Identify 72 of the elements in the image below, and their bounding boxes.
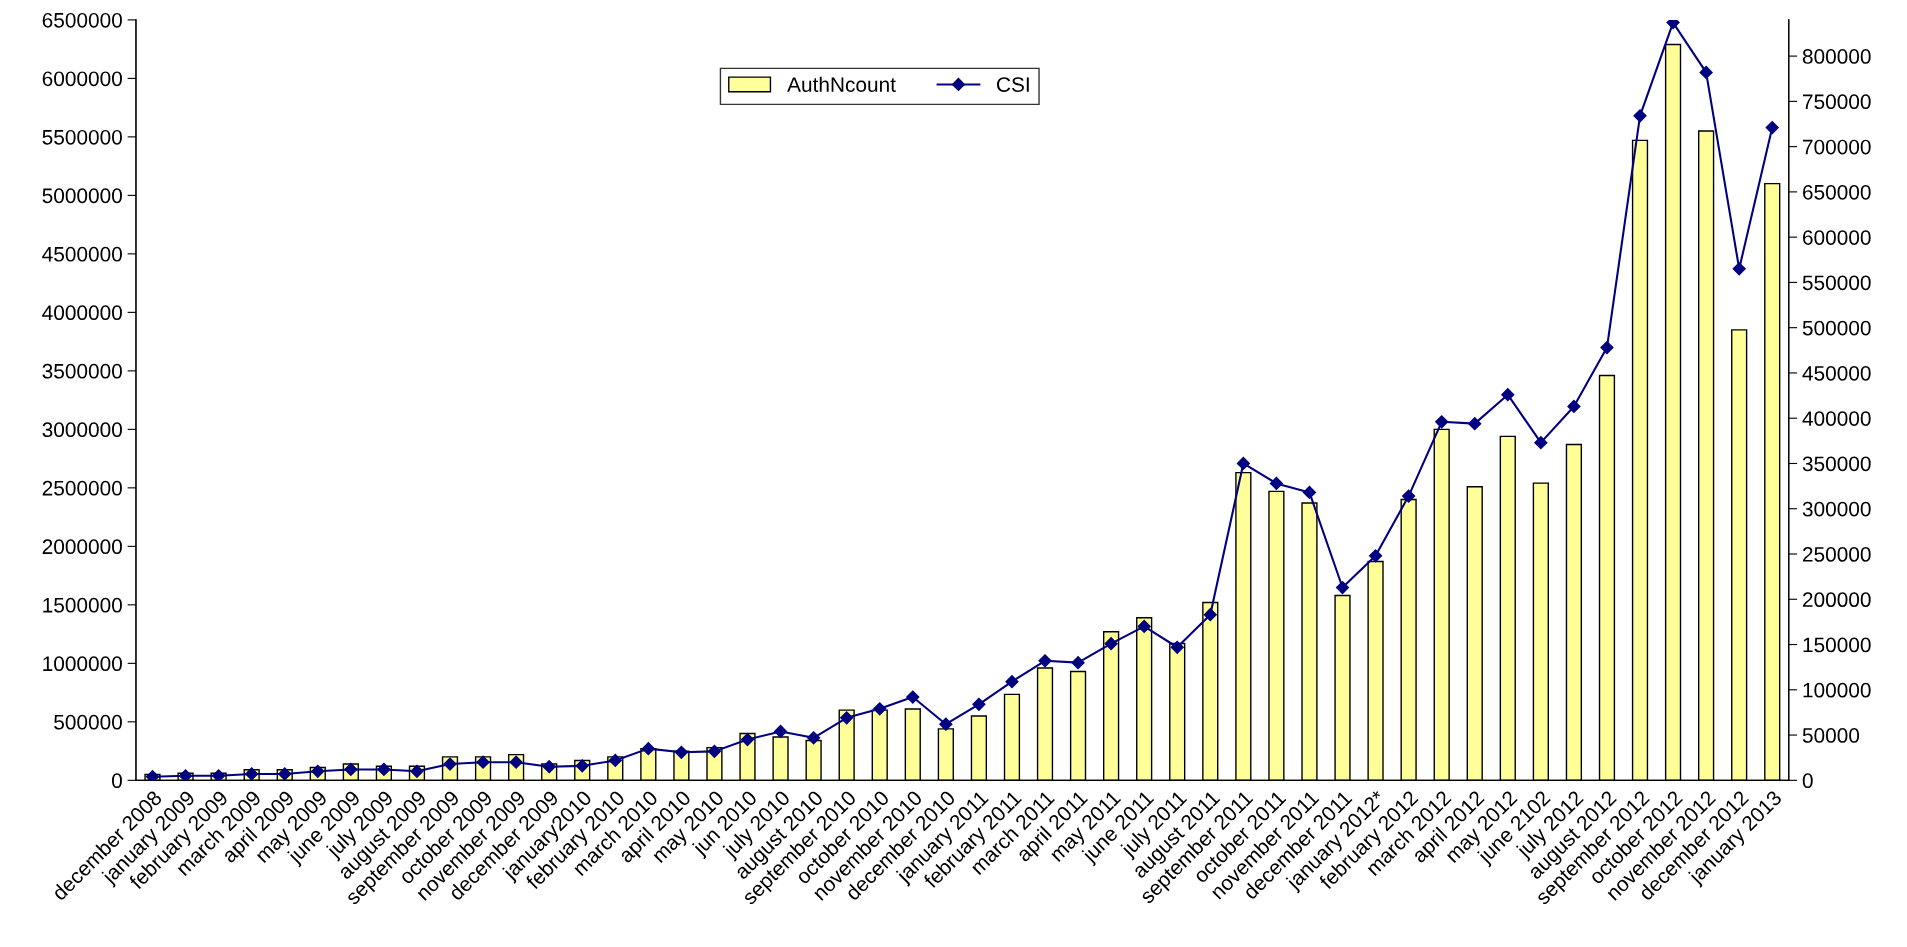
point	[807, 731, 821, 745]
point	[1501, 388, 1515, 402]
y-tick-label: 3000000	[42, 422, 122, 438]
point	[906, 690, 920, 704]
y-tick-label: 4000000	[42, 305, 122, 321]
point	[641, 742, 655, 756]
y-tick-label: 4500000	[42, 246, 122, 262]
y-tick-label: 6000000	[42, 71, 122, 87]
point	[1302, 485, 1317, 500]
point	[1236, 456, 1250, 471]
y-tick-label: 2500000	[42, 480, 122, 496]
y-tick-label: 3500000	[42, 363, 122, 379]
y-tick-label: 1500000	[43, 597, 122, 613]
point	[1071, 656, 1085, 670]
y-tick-label: 2000000	[42, 539, 122, 555]
y2-tick-label: 50000	[1802, 728, 1860, 743]
point	[1600, 341, 1614, 355]
y2-tick-label: 550000	[1802, 275, 1871, 291]
y-tick-label: 0	[112, 773, 122, 789]
point	[1633, 109, 1647, 123]
y-tick-label: 5500000	[42, 129, 122, 145]
point	[1765, 121, 1779, 135]
y2-tick-label: 450000	[1802, 365, 1871, 381]
y-tick-label: 500000	[54, 714, 122, 730]
y-tick-label: 6500000	[42, 12, 122, 28]
point	[1335, 580, 1350, 595]
point	[1435, 415, 1449, 429]
point	[1402, 489, 1416, 503]
point	[1038, 654, 1052, 668]
point	[1005, 675, 1019, 689]
y2-tick-label: 750000	[1803, 94, 1871, 110]
y2-tick-label: 800000	[1802, 49, 1871, 64]
y2-tick-label: 350000	[1802, 456, 1871, 472]
point	[939, 717, 953, 731]
y2-tick-label: 0	[1802, 773, 1813, 789]
y2-tick-label: 300000	[1802, 501, 1871, 517]
point	[674, 745, 688, 759]
point	[707, 744, 722, 758]
point	[740, 733, 755, 747]
point	[1137, 619, 1151, 634]
point	[377, 762, 391, 777]
point	[1269, 476, 1283, 490]
point	[1699, 65, 1713, 79]
y-tick-label: 5000000	[42, 188, 122, 204]
point	[1534, 436, 1548, 450]
y2-tick-label: 600000	[1803, 230, 1871, 245]
point	[344, 762, 358, 777]
legend-label: AuthNcount	[787, 76, 896, 92]
point	[972, 697, 986, 711]
y2-tick-label: 100000	[1803, 682, 1871, 698]
point	[773, 724, 788, 739]
y-tick-label: 1000000	[43, 656, 122, 672]
point	[542, 760, 556, 774]
y2-tick-label: 650000	[1803, 184, 1871, 200]
point	[1732, 262, 1746, 276]
point	[840, 711, 854, 725]
y2-tick-label: 400000	[1802, 411, 1871, 426]
y2-tick-label: 500000	[1802, 320, 1871, 336]
point	[1567, 399, 1581, 414]
point	[873, 702, 887, 716]
y2-tick-label: 250000	[1803, 547, 1871, 562]
y2-tick-label: 150000	[1803, 637, 1871, 653]
point	[608, 753, 622, 767]
point	[1368, 549, 1383, 563]
point	[1468, 417, 1482, 431]
point	[1666, 19, 1680, 30]
point	[1104, 637, 1118, 651]
legend-label: CSI	[997, 77, 1029, 92]
y2-tick-label: 200000	[1803, 592, 1871, 608]
point	[1203, 608, 1217, 622]
y2-tick-label: 700000	[1803, 139, 1871, 155]
point	[1170, 640, 1184, 654]
